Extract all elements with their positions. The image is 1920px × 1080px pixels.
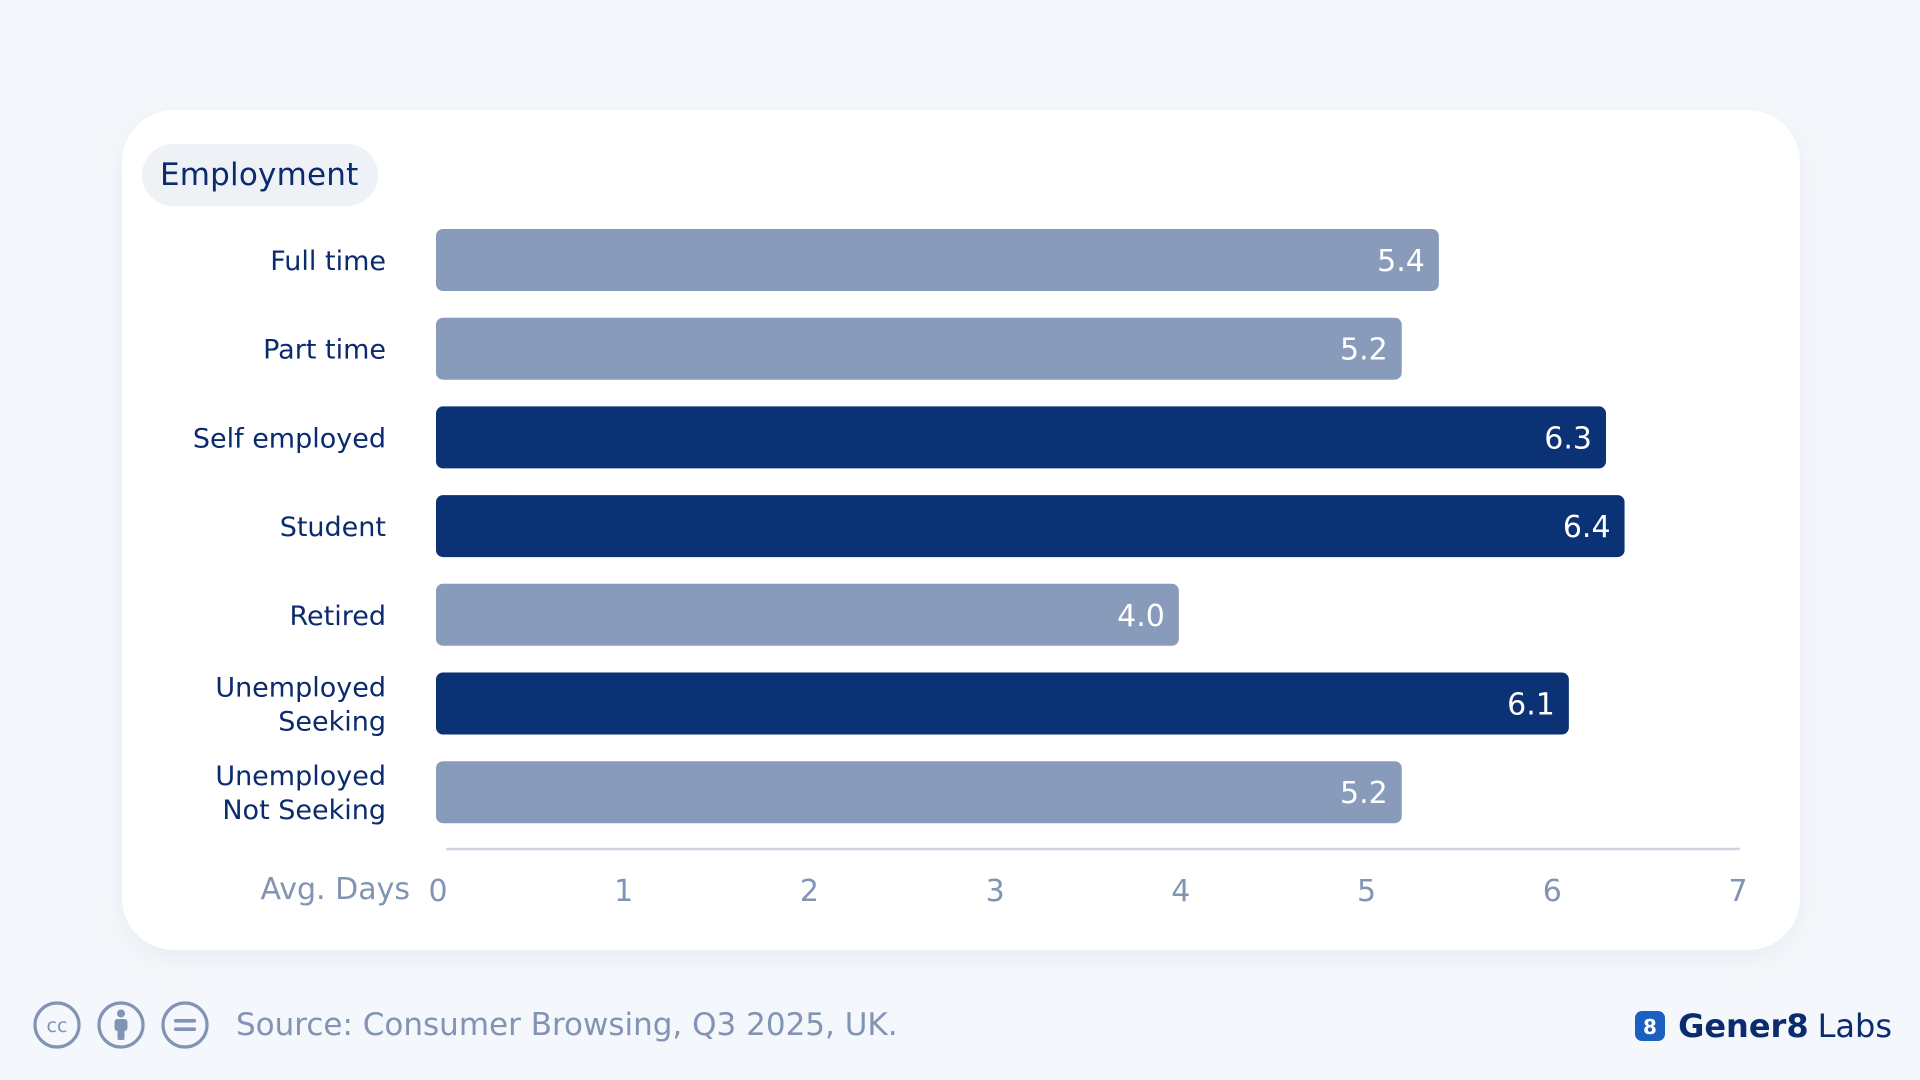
category-label: Part time (263, 335, 386, 366)
brand-name: Gener8 (1678, 1007, 1809, 1045)
bar-value-label: 4.0 (1117, 599, 1165, 634)
bar-value-label: 5.2 (1340, 333, 1388, 368)
bar (436, 495, 1625, 558)
gener8-logo-icon: 8 (1635, 1011, 1666, 1041)
category-label: Full time (270, 246, 386, 277)
bar-value-label: 6.4 (1563, 510, 1611, 545)
bar (436, 672, 1569, 735)
brand-suffix: Labs (1817, 1007, 1892, 1045)
x-axis-layer: 0 1 2 3 4 5 6 7 Avg. Days (260, 847, 1748, 909)
category-label: Student (280, 512, 386, 543)
bar-value-label: 6.1 (1507, 688, 1555, 723)
x-axis-title: Avg. Days (260, 872, 410, 907)
x-tick-label: 1 (614, 874, 633, 909)
bar-value-label: 5.4 (1377, 244, 1425, 279)
x-tick-label: 5 (1357, 874, 1376, 909)
bar (436, 583, 1179, 646)
chart-card: Employment 5.4 5.2 6.3 6.4 4.0 6.1 5.2 Full ti… (122, 110, 1800, 950)
source-note: Source: Consumer Browsing, Q3 2025, UK. (236, 1007, 898, 1043)
no-derivatives-icon (161, 1001, 209, 1049)
footer: cc Source: Consumer Browsing, Q3 2025, U… (32, 998, 898, 1052)
bar (436, 317, 1402, 380)
attribution-icon (97, 1001, 145, 1049)
x-tick-label: 4 (1171, 874, 1190, 909)
x-tick-label: 0 (428, 874, 447, 909)
category-label: Unemployed Seeking (215, 673, 386, 738)
category-label: Retired (289, 601, 386, 632)
bar (436, 406, 1606, 469)
category-label: Unemployed Not Seeking (215, 761, 386, 826)
bar-value-label: 6.3 (1544, 421, 1592, 456)
bars-layer: 5.4 5.2 6.3 6.4 4.0 6.1 5.2 (436, 229, 1625, 824)
x-tick-label: 6 (1543, 874, 1562, 909)
x-tick-label: 2 (800, 874, 819, 909)
brand-logo: 8 Gener8 Labs (1634, 1004, 1892, 1048)
bar (436, 761, 1402, 824)
x-tick-label: 3 (986, 874, 1005, 909)
bar-value-label: 5.2 (1340, 776, 1388, 811)
svg-text:8: 8 (1643, 1015, 1657, 1039)
panel-title: Employment (142, 144, 379, 206)
svg-text:cc: cc (47, 1015, 68, 1037)
bar (436, 229, 1439, 291)
x-tick-label: 7 (1728, 874, 1747, 909)
category-labels-layer: Full time Part time Self employed Student Re… (193, 246, 386, 826)
category-label: Self employed (193, 423, 386, 454)
employment-bar-chart: 5.4 5.2 6.3 6.4 4.0 6.1 5.2 Full time Part time… (193, 229, 1748, 909)
cc-icon: cc (33, 1001, 81, 1049)
